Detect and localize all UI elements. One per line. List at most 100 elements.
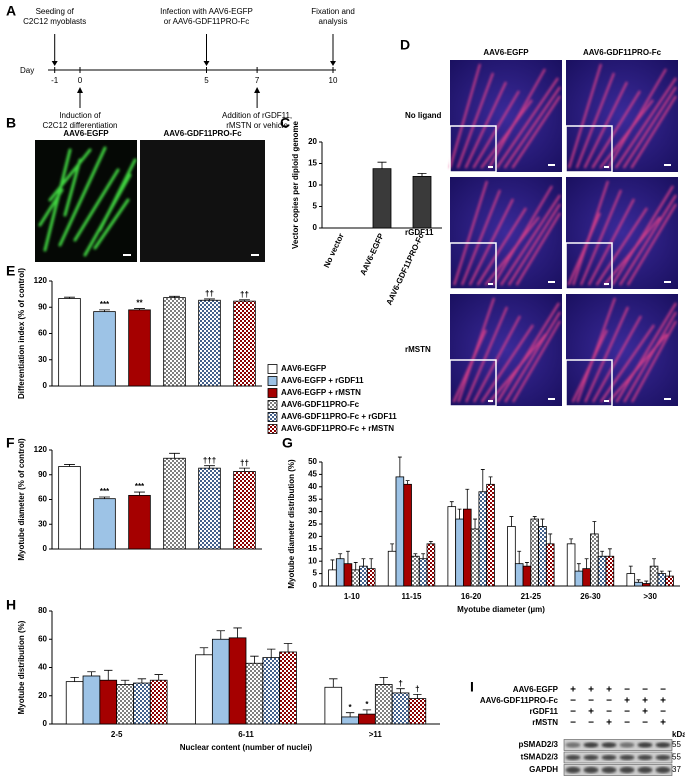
y-tick-label: 20 [308, 137, 317, 146]
myotube [93, 198, 130, 250]
error-bar [480, 469, 485, 492]
bar [93, 498, 116, 550]
condition-sign: − [624, 707, 630, 718]
error-bar [532, 516, 537, 520]
micrograph [35, 140, 137, 262]
myotube [496, 302, 560, 403]
scale-bar [664, 164, 671, 166]
bar [65, 681, 84, 725]
myotubes [453, 180, 561, 286]
y-tick-label: 25 [308, 519, 317, 528]
bar [262, 657, 281, 725]
scale-bar [664, 281, 671, 283]
bar [649, 565, 659, 587]
error-bar [584, 558, 589, 569]
inset [449, 359, 497, 407]
significance-label: *** [100, 487, 110, 496]
condition-sign: − [624, 718, 630, 729]
bar [403, 483, 412, 587]
error-bar [628, 565, 633, 574]
panel-letter: C [280, 115, 290, 131]
error-bar [353, 562, 358, 570]
error-bar [488, 476, 493, 485]
condition-sign: − [570, 696, 576, 707]
legend-label: AAV6-GDF11PRO-Fc + rGDF11 [281, 412, 397, 421]
myotube [500, 194, 561, 286]
arrow-head [330, 61, 336, 66]
error-bar [346, 550, 350, 564]
day-number: 5 [204, 76, 209, 85]
myotube [611, 185, 674, 286]
condition-sign: − [570, 707, 576, 718]
error-bar [457, 508, 462, 520]
myotube [503, 86, 561, 169]
condition-sign: + [606, 685, 612, 696]
legend-swatch [267, 376, 278, 386]
bar [359, 565, 368, 587]
error-bar [199, 647, 209, 655]
scale-bar [548, 281, 555, 283]
x-tick-label: 26-30 [580, 592, 601, 601]
bar [507, 526, 516, 587]
myotube [576, 297, 617, 403]
error-bar [204, 465, 215, 469]
legend-label: AAV6-EGFP + rMSTN [281, 388, 361, 397]
bar [341, 716, 359, 725]
day-number: 7 [255, 76, 260, 85]
band [583, 742, 599, 748]
event-text: Addition of rGDF11, [222, 111, 292, 120]
scale-bar [123, 254, 131, 256]
bar [408, 698, 427, 725]
myotube [43, 148, 72, 252]
arrow-head [203, 61, 210, 66]
error-bar [405, 480, 410, 485]
myotube [567, 63, 603, 169]
bar [198, 467, 221, 550]
myotube [579, 189, 623, 286]
bar [470, 528, 480, 587]
x-tick-label: >11 [369, 730, 383, 739]
myotube [587, 198, 635, 286]
y-tick-label: 0 [43, 719, 48, 728]
y-tick-label: 120 [34, 276, 48, 285]
error-bar [569, 538, 574, 544]
myotubes [452, 297, 561, 403]
bar [372, 168, 392, 229]
condition-sign: + [606, 718, 612, 729]
band [637, 754, 653, 761]
error-bar [204, 298, 215, 301]
y-axis-label: Myotube diameter (% of control) [17, 438, 26, 561]
myotube [468, 198, 514, 286]
row-label: rMSTN [405, 345, 431, 354]
column-label: AAV6-GDF11PRO-Fc [583, 48, 662, 57]
bar [486, 483, 495, 587]
band [565, 766, 581, 774]
y-tick-label: 30 [38, 355, 47, 364]
arrow-head [254, 87, 261, 93]
column-label: AAV6-EGFP [483, 48, 529, 57]
error-bar [169, 295, 180, 298]
band [655, 766, 671, 774]
micrograph [140, 140, 265, 262]
y-tick-label: 45 [308, 470, 317, 479]
error-bar [465, 488, 470, 510]
bar [82, 675, 101, 725]
scale-bar [604, 166, 609, 168]
band [601, 754, 617, 761]
myotubes [567, 180, 677, 286]
myotube [460, 189, 502, 286]
blot-strip [563, 751, 673, 764]
x-tick-label: 16-20 [461, 592, 482, 601]
band [583, 754, 599, 761]
myotube [456, 72, 495, 169]
y-tick-label: 15 [308, 159, 317, 168]
myotube [507, 203, 561, 286]
myotube [591, 90, 641, 169]
myotube [607, 68, 667, 169]
bar [426, 543, 436, 587]
y-tick-label: 5 [313, 569, 318, 578]
error-bar [652, 558, 656, 567]
condition-label: AAV6-EGFP [513, 685, 559, 694]
bar [447, 506, 457, 587]
error-bar [509, 516, 514, 527]
